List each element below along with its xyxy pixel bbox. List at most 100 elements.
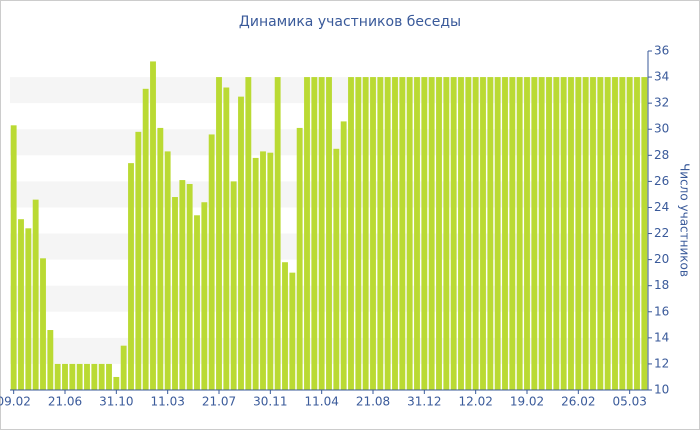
bar [362, 77, 369, 391]
bar [502, 77, 508, 391]
bar [494, 77, 501, 391]
x-tick-label: 11.04 [304, 395, 338, 409]
bar [304, 77, 310, 391]
bar [553, 77, 560, 391]
x-tick-label: 12.02 [458, 395, 492, 409]
bar [179, 180, 186, 390]
bar [25, 228, 32, 390]
bar [590, 77, 596, 391]
bar [465, 77, 472, 391]
y-tick-label: 12 [654, 356, 669, 370]
bar [150, 61, 156, 390]
bar [597, 77, 604, 391]
bar [458, 77, 464, 391]
x-tick-label: 31.12 [407, 395, 441, 409]
bar [289, 272, 296, 390]
bar [194, 215, 200, 390]
bar [340, 121, 347, 391]
bar [106, 363, 112, 390]
bar [575, 77, 582, 391]
y-tick-label: 16 [654, 304, 669, 318]
bar [142, 88, 149, 391]
bar [267, 152, 274, 390]
bar [32, 199, 39, 390]
bar [443, 77, 450, 391]
bar [480, 77, 486, 391]
bar [421, 77, 428, 391]
x-tick-label: 11.03 [150, 395, 184, 409]
x-tick-label: 30.11 [253, 395, 287, 409]
bar [399, 77, 406, 391]
bar [546, 77, 552, 391]
y-tick-label: 14 [654, 330, 669, 344]
bar [120, 345, 127, 390]
y-tick-label: 28 [654, 148, 669, 162]
bar [326, 77, 332, 391]
bar [348, 77, 354, 391]
bar [47, 330, 54, 390]
x-tick-label: 19.02 [510, 395, 544, 409]
y-tick-label: 34 [654, 70, 669, 84]
bar [62, 363, 68, 390]
bar [509, 77, 516, 391]
bar [238, 96, 244, 390]
bar [516, 77, 523, 391]
x-tick-label: 21.07 [202, 395, 236, 409]
x-tick-label: 26.02 [561, 395, 595, 409]
bar [406, 77, 413, 391]
bar [538, 77, 545, 391]
bar [634, 77, 640, 391]
bar [311, 77, 318, 391]
x-tick-label: 31.10 [99, 395, 133, 409]
bar [392, 77, 398, 391]
chart-title: Динамика участников беседы [239, 14, 461, 30]
bar [54, 363, 61, 390]
bar [582, 77, 589, 391]
bar [91, 363, 98, 390]
bar [186, 183, 193, 390]
bar [252, 157, 259, 390]
x-tick-label: 05.03 [612, 395, 646, 409]
bar [604, 77, 611, 391]
bar [201, 202, 208, 390]
bar [472, 77, 479, 391]
bar [531, 77, 538, 391]
bar [318, 77, 325, 391]
bar [157, 127, 164, 390]
bar [612, 77, 618, 391]
bar [40, 258, 46, 390]
y-tick-label: 20 [654, 252, 669, 266]
bar [135, 131, 142, 391]
bar [260, 151, 266, 390]
bar [560, 77, 567, 391]
bar [223, 87, 230, 390]
bar [69, 363, 76, 390]
bar [245, 77, 252, 391]
bar [450, 77, 457, 391]
bar [208, 134, 215, 390]
y-tick-label: 32 [654, 96, 669, 110]
bar [619, 77, 626, 391]
bar [436, 77, 442, 391]
bar [414, 77, 420, 391]
bar [568, 77, 574, 391]
x-tick-label: 09.02 [0, 395, 31, 409]
bar [641, 77, 648, 391]
bar [230, 181, 237, 390]
bar [384, 77, 391, 391]
bar [76, 363, 83, 390]
bar [10, 125, 17, 391]
y-tick-label: 22 [654, 226, 669, 240]
bar [18, 219, 24, 390]
y-tick-label: 18 [654, 278, 669, 292]
bar [333, 148, 340, 390]
y-tick-label: 30 [654, 122, 669, 136]
bar [274, 77, 281, 391]
bar [524, 77, 530, 391]
y-axis-label: Число участников [678, 163, 692, 277]
bar [355, 77, 362, 391]
bar [377, 77, 384, 391]
bar [84, 363, 90, 390]
y-tick-label: 10 [654, 383, 669, 397]
